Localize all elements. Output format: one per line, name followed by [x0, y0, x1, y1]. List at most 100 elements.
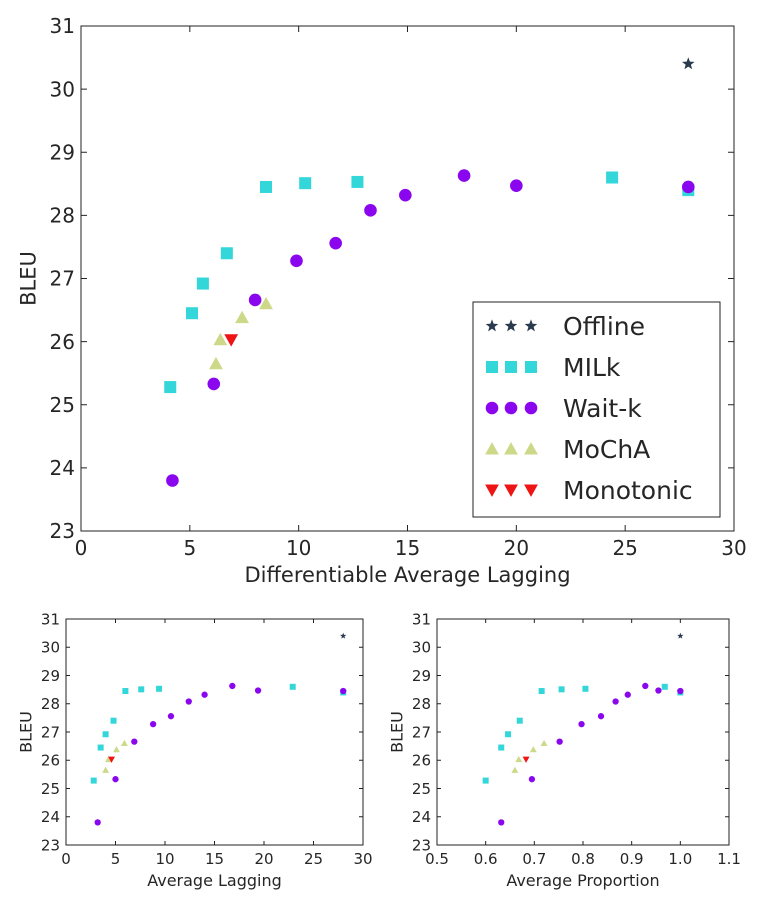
x-tick-label: 25: [304, 850, 323, 868]
legend-marker-wait-k: [504, 401, 518, 415]
data-point-wait-k: [399, 188, 412, 202]
data-point-wait-k: [624, 691, 631, 698]
series-mocha: [511, 739, 548, 773]
y-tick-label: 28: [50, 204, 75, 228]
data-point-wait-k: [201, 691, 208, 698]
data-point-milk: [260, 180, 273, 193]
data-point-wait-k: [457, 169, 471, 182]
series-mocha: [209, 296, 273, 370]
data-point-monotonic: [108, 756, 115, 763]
data-point-mocha: [102, 766, 110, 773]
chart-differentiable-average-lagging: 0 5 10 15 20 25 30 23 24 25 26 27 28 29 30 31 Differenti…: [16, 14, 746, 587]
data-point-monotonic: [522, 756, 530, 763]
x-tick-label: 0: [61, 850, 71, 868]
data-point-milk: [661, 683, 668, 690]
data-point-mocha: [113, 746, 120, 753]
legend-marker-monotonic: [524, 484, 538, 497]
data-point-mocha: [511, 766, 519, 773]
data-point-milk: [351, 175, 364, 188]
legend-marker-offline: [485, 319, 499, 332]
y-tick-label: 24: [412, 808, 431, 826]
data-point-wait-k: [185, 698, 192, 705]
data-point-wait-k: [642, 682, 649, 690]
y-tick-label: 25: [50, 393, 75, 417]
data-point-milk: [505, 731, 512, 738]
legend-label-offline: Offline: [563, 312, 645, 341]
series-offline: [677, 632, 684, 639]
x-tick-label: 30: [353, 850, 372, 868]
x-tick-label: 25: [612, 536, 637, 560]
legend-marker-monotonic: [504, 484, 518, 497]
data-point-wait-k: [510, 179, 523, 193]
series-milk: [482, 683, 684, 784]
y-tick-label: 28: [41, 695, 60, 713]
y-tick-label: 23: [50, 519, 75, 543]
y-tick-label: 31: [41, 610, 60, 628]
data-point-milk: [538, 688, 545, 695]
legend-label-monotonic: Monotonic: [563, 476, 693, 505]
y-tick-label: 26: [41, 752, 60, 770]
series-monotonic: [108, 756, 115, 763]
data-point-milk: [299, 177, 312, 190]
y-tick-label: 24: [41, 808, 60, 826]
data-point-wait-k: [166, 474, 179, 487]
y-axis-label: BLEU: [388, 711, 407, 753]
y-tick-label: 26: [412, 752, 431, 770]
data-point-milk: [90, 777, 97, 784]
data-point-wait-k: [597, 713, 605, 720]
legend-marker-mocha: [485, 442, 499, 455]
x-tick-label: 10: [155, 850, 174, 868]
legend-label-wait-k: Wait-k: [563, 394, 642, 423]
data-point-offline: [677, 632, 684, 639]
x-tick-label: 0.9: [620, 850, 644, 868]
data-point-milk: [606, 171, 619, 184]
data-point-mocha: [515, 755, 523, 763]
data-point-milk: [482, 777, 489, 784]
series-mocha: [102, 739, 128, 773]
data-point-mocha: [529, 746, 537, 753]
x-tick-label: 0.7: [522, 850, 546, 868]
data-point-mocha: [540, 739, 548, 747]
y-tick-label: 27: [41, 723, 60, 741]
data-point-monotonic: [224, 334, 239, 347]
data-point-wait-k: [528, 776, 536, 783]
legend-marker-milk: [486, 361, 498, 373]
data-point-wait-k: [167, 713, 175, 720]
series-monotonic: [224, 334, 239, 347]
data-point-mocha: [213, 332, 228, 346]
data-point-wait-k: [340, 687, 347, 695]
data-point-mocha: [235, 310, 249, 324]
data-point-wait-k: [612, 698, 619, 705]
y-tick-label: 26: [50, 330, 75, 354]
data-point-wait-k: [364, 204, 377, 217]
x-tick-label: 15: [395, 536, 420, 560]
y-tick-label: 25: [412, 780, 431, 798]
data-point-wait-k: [94, 819, 101, 826]
data-point-wait-k: [498, 819, 505, 826]
plot-area-frame: [436, 618, 730, 846]
y-axis-label: BLEU: [16, 251, 40, 306]
data-point-wait-k: [248, 293, 262, 307]
data-point-milk: [196, 277, 209, 290]
series-offline: [340, 632, 347, 639]
x-tick-label: 0.8: [571, 850, 595, 868]
series-monotonic: [522, 756, 530, 763]
data-point-wait-k: [677, 687, 684, 695]
data-point-wait-k: [329, 236, 342, 250]
series-wait-k: [498, 682, 684, 826]
x-axis-label: Average Proportion: [506, 871, 659, 890]
data-point-milk: [138, 686, 145, 693]
data-point-wait-k: [149, 720, 157, 728]
data-point-offline: [682, 57, 695, 70]
data-point-milk: [164, 381, 177, 394]
y-tick-label: 31: [50, 14, 75, 38]
data-point-wait-k: [207, 377, 221, 391]
y-tick-label: 30: [41, 639, 60, 657]
x-tick-label: 5: [183, 536, 196, 560]
legend-label-mocha: MoChA: [563, 435, 650, 464]
y-tick-label: 30: [412, 639, 431, 657]
y-tick-label: 30: [50, 77, 75, 101]
y-tick-label: 27: [50, 267, 75, 291]
data-point-milk: [582, 685, 589, 692]
